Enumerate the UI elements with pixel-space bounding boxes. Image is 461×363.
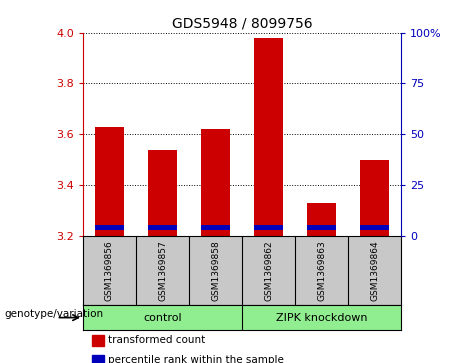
Text: GSM1369864: GSM1369864 bbox=[370, 240, 379, 301]
Text: GSM1369857: GSM1369857 bbox=[158, 240, 167, 301]
Bar bbox=[201, 225, 230, 231]
Text: genotype/variation: genotype/variation bbox=[5, 309, 104, 319]
Bar bbox=[148, 150, 177, 236]
Text: GSM1369862: GSM1369862 bbox=[264, 240, 273, 301]
Text: GSM1369863: GSM1369863 bbox=[317, 240, 326, 301]
Text: control: control bbox=[143, 313, 182, 323]
Text: percentile rank within the sample: percentile rank within the sample bbox=[108, 355, 284, 363]
Text: GSM1369856: GSM1369856 bbox=[105, 240, 114, 301]
Bar bbox=[307, 225, 336, 231]
Bar bbox=[254, 38, 283, 236]
Bar bbox=[360, 160, 389, 236]
Bar bbox=[95, 225, 124, 231]
Text: ZIPK knockdown: ZIPK knockdown bbox=[276, 313, 367, 323]
Text: GSM1369858: GSM1369858 bbox=[211, 240, 220, 301]
Bar bbox=[148, 225, 177, 231]
Title: GDS5948 / 8099756: GDS5948 / 8099756 bbox=[171, 16, 313, 30]
Bar bbox=[254, 225, 283, 231]
Bar bbox=[307, 203, 336, 236]
Bar bbox=[360, 225, 389, 231]
Text: transformed count: transformed count bbox=[108, 335, 206, 346]
Bar bbox=[95, 127, 124, 236]
Bar bbox=[201, 129, 230, 236]
